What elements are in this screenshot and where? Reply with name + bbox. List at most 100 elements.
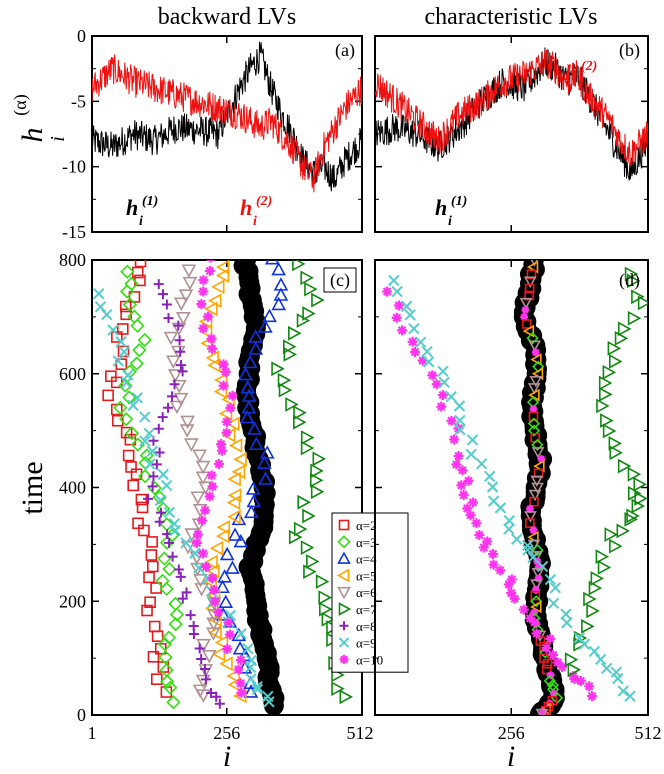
c-point-a7 — [271, 361, 285, 377]
d-overlay-point — [525, 518, 535, 528]
d-point-a10 — [482, 536, 493, 547]
d-point-a9 — [544, 573, 557, 586]
col-title-right: characteristic LVs — [424, 4, 597, 30]
panel-d-points — [382, 260, 648, 715]
c-point-a9 — [146, 445, 159, 457]
c-point-a10 — [207, 481, 218, 492]
c-point-a3 — [120, 264, 135, 279]
c-point-a2 — [120, 300, 132, 313]
c-point-a7 — [302, 508, 316, 524]
d-point-a9 — [521, 539, 534, 552]
legend-marker-a3 — [337, 535, 351, 549]
d-point-a7 — [590, 571, 605, 586]
c-point-a4 — [257, 455, 272, 469]
c-point-a8 — [167, 391, 178, 402]
d-point-a9 — [475, 458, 488, 470]
d-point-a10 — [407, 336, 418, 347]
d-overlay-point — [524, 290, 534, 301]
legend-marker-a10 — [339, 654, 349, 664]
c-point-a7 — [285, 397, 299, 412]
panel-d-tag: (d) — [619, 270, 640, 291]
d-point-a10 — [545, 633, 556, 644]
a-series-label-sub: i — [139, 214, 143, 229]
c-point-a5 — [219, 656, 233, 672]
c-point-a7 — [318, 590, 332, 605]
c-point-a6 — [169, 400, 185, 415]
c-point-a4 — [233, 533, 249, 548]
c-point-a3 — [113, 400, 128, 415]
d-overlay-point — [534, 574, 543, 583]
c-point-a3 — [119, 412, 134, 427]
c-point-a3 — [118, 378, 133, 393]
c-point-a5 — [226, 495, 241, 510]
c-point-a3 — [122, 297, 138, 312]
b-series-label-main: h — [565, 60, 577, 85]
d-overlay-point — [531, 585, 540, 594]
d-point-a7 — [599, 387, 613, 402]
d-overlay-point — [527, 539, 541, 552]
c-point-a2 — [116, 323, 129, 335]
c-point-a7 — [293, 414, 307, 430]
c-point-a10 — [213, 458, 224, 469]
c-point-a2 — [147, 651, 160, 663]
b-series-label-1: hi (1) — [435, 194, 467, 229]
d-point-a7 — [588, 580, 603, 596]
c-point-a9 — [235, 628, 247, 640]
panel-c-ticks: 0 200 400 600 800 1 256 512 — [59, 250, 374, 743]
d-point-a10 — [427, 370, 438, 381]
c-point-a5 — [233, 452, 247, 467]
c-point-a3 — [163, 680, 178, 695]
legend-label: α=6 — [356, 585, 377, 600]
c-point-a7 — [300, 430, 315, 445]
d-point-a7 — [608, 436, 623, 451]
c-point-a6 — [193, 574, 208, 588]
c-point-a10 — [233, 664, 244, 675]
c-point-a2 — [143, 571, 155, 584]
b-series-label-sub: i — [578, 79, 582, 94]
c-xtick-label: 512 — [347, 723, 374, 743]
c-point-a6 — [182, 276, 198, 291]
c-point-a8 — [157, 412, 168, 423]
d-point-a9 — [594, 653, 607, 665]
c-point-a5 — [231, 464, 246, 480]
c-point-a8 — [174, 335, 185, 346]
c-point-a4 — [246, 493, 262, 508]
d-point-a9 — [421, 345, 433, 358]
d-overlay-point — [530, 475, 544, 488]
c-point-a3 — [155, 573, 170, 588]
c-point-a7 — [297, 494, 311, 510]
d-overlay-point — [531, 438, 544, 451]
d-overlay-point — [523, 276, 537, 288]
d-point-a10 — [437, 390, 448, 401]
legend-box — [331, 512, 409, 673]
c-point-a8 — [147, 481, 158, 492]
legend-label: α=9 — [356, 636, 377, 651]
panel-c-ytick-label: 600 — [59, 364, 86, 384]
d-overlay-point — [528, 340, 541, 352]
c-point-a5 — [205, 350, 219, 366]
c-point-a8 — [214, 698, 225, 709]
d-point-a7 — [573, 636, 587, 652]
d-point-a7 — [595, 549, 610, 564]
c-point-a4 — [273, 287, 289, 301]
c-point-a10 — [206, 260, 216, 263]
d-point-a9 — [438, 376, 450, 389]
d-point-a10 — [584, 681, 595, 692]
c-point-a10 — [198, 323, 209, 334]
c-point-a5 — [207, 293, 222, 309]
d-point-a9 — [527, 551, 539, 564]
c-point-a4 — [239, 409, 255, 424]
d-point-a7 — [627, 486, 642, 501]
d-overlay-point — [534, 563, 543, 572]
legend-label: α=10 — [356, 652, 383, 667]
c-point-a4 — [242, 354, 258, 369]
d-point-a10 — [575, 675, 586, 686]
d-point-a10 — [474, 530, 485, 541]
c-point-a7 — [306, 554, 320, 569]
c-point-a9 — [169, 524, 181, 537]
legend-marker-a6 — [337, 586, 351, 600]
legend-label: α=4 — [356, 552, 377, 567]
c-point-a3 — [132, 343, 147, 358]
c-point-a5 — [226, 416, 240, 432]
